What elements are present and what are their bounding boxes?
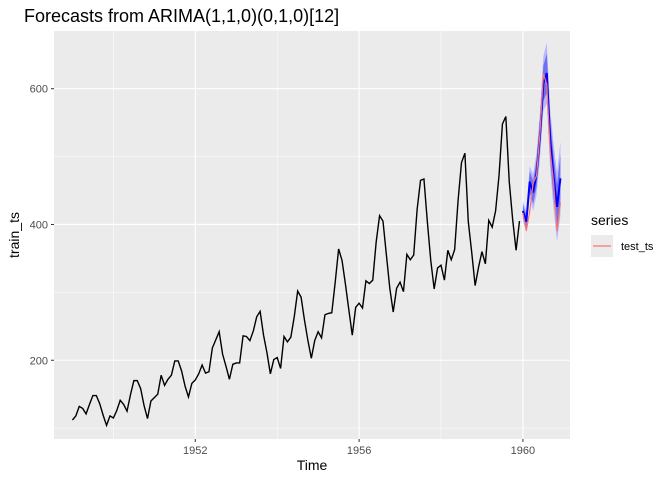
legend-title: series (591, 212, 628, 228)
train-series-line (71, 116, 521, 428)
x-tick-label: 1960 (511, 445, 535, 457)
y-tick-label: 200 (30, 355, 48, 367)
y-tick-label: 600 (30, 84, 48, 96)
x-tick-label: 1956 (347, 445, 371, 457)
legend-label-test-ts: test_ts (621, 241, 654, 253)
y-axis-ticks: 200 400 600 (30, 84, 54, 367)
y-axis-title: train_ts (6, 212, 22, 258)
chart-title: Forecasts from ARIMA(1,1,0)(0,1,0)[12] (24, 6, 339, 26)
x-axis-title: Time (297, 457, 328, 473)
test-series-line (522, 73, 562, 232)
y-tick-label: 400 (30, 219, 48, 231)
grid-major (54, 31, 570, 439)
x-tick-label: 1952 (183, 445, 207, 457)
plot-panel (54, 31, 570, 439)
legend: series test_ts (591, 212, 654, 257)
grid-minor (54, 31, 570, 439)
x-axis-ticks: 1952 1956 1960 (183, 439, 535, 457)
